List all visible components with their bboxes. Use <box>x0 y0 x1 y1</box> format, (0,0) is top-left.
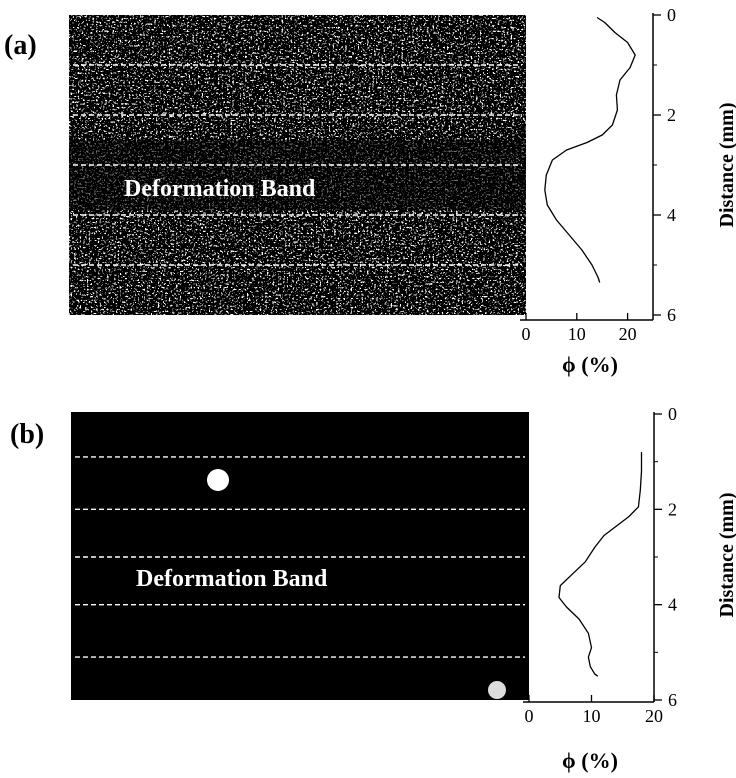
panel-b-y-axis-title: Distance (mm) <box>716 493 736 618</box>
panel-b: (b) Deformation Band 0 2 4 6 0 10 20 Distance (… <box>10 404 736 773</box>
panel-a-y-tick-label-4: 4 <box>667 205 676 225</box>
panel-b-bright-grain-corner <box>488 681 506 699</box>
panel-b-dashed-lines <box>75 456 525 658</box>
panel-a-x-tick-label-20: 20 <box>619 324 637 344</box>
panel-a-band-label: Deformation Band <box>124 176 316 202</box>
panel-a-band-darkening <box>69 140 526 210</box>
panel-b-x-axis-title: ϕ (%) <box>562 748 618 773</box>
panel-a-y-tick-label-2: 2 <box>667 105 676 125</box>
panel-b-label: (b) <box>10 419 44 450</box>
panel-b-porosity-profile-line <box>558 452 643 677</box>
panel-a-label: (a) <box>4 30 37 61</box>
panel-b-x-tick-label-10: 10 <box>583 706 601 726</box>
panel-a-micrograph: Deformation Band <box>69 15 526 315</box>
panel-a: (a) Deformation Band 0 2 4 6 0 10 20 Distance (… <box>4 5 736 377</box>
panel-a-x-tick-label-0: 0 <box>522 324 531 344</box>
panel-b-plot-background <box>529 412 654 702</box>
panel-a-x-tick-label-10: 10 <box>568 324 586 344</box>
panel-a-y-tick-label-6: 6 <box>667 305 676 325</box>
panel-b-y-tick-label-4: 4 <box>668 595 677 615</box>
panel-b-y-tick-label-6: 6 <box>668 690 677 710</box>
panel-a-y-tick-label-0: 0 <box>667 5 676 25</box>
panel-a-profile-plot: 0 2 4 6 0 10 20 Distance (mm) ϕ (%) <box>520 5 736 377</box>
panel-b-micrograph: Deformation Band <box>71 412 529 700</box>
panel-b-y-tick-label-0: 0 <box>668 404 677 424</box>
panel-a-porosity-profile-line <box>544 16 636 283</box>
panel-b-band-darkening <box>71 520 529 600</box>
panel-b-band-label: Deformation Band <box>136 566 328 592</box>
panel-a-y-axis-title: Distance (mm) <box>716 103 736 228</box>
panel-b-x-tick-label-0: 0 <box>525 706 534 726</box>
panel-a-x-axis-title: ϕ (%) <box>562 352 618 377</box>
panel-b-profile-plot: 0 2 4 6 0 10 20 Distance (mm) ϕ (%) <box>523 404 736 773</box>
panel-b-y-tick-label-2: 2 <box>668 499 677 519</box>
panel-a-dashed-lines <box>73 64 522 266</box>
panel-b-x-tick-label-20: 20 <box>645 706 663 726</box>
panel-b-bright-grain <box>207 469 229 491</box>
